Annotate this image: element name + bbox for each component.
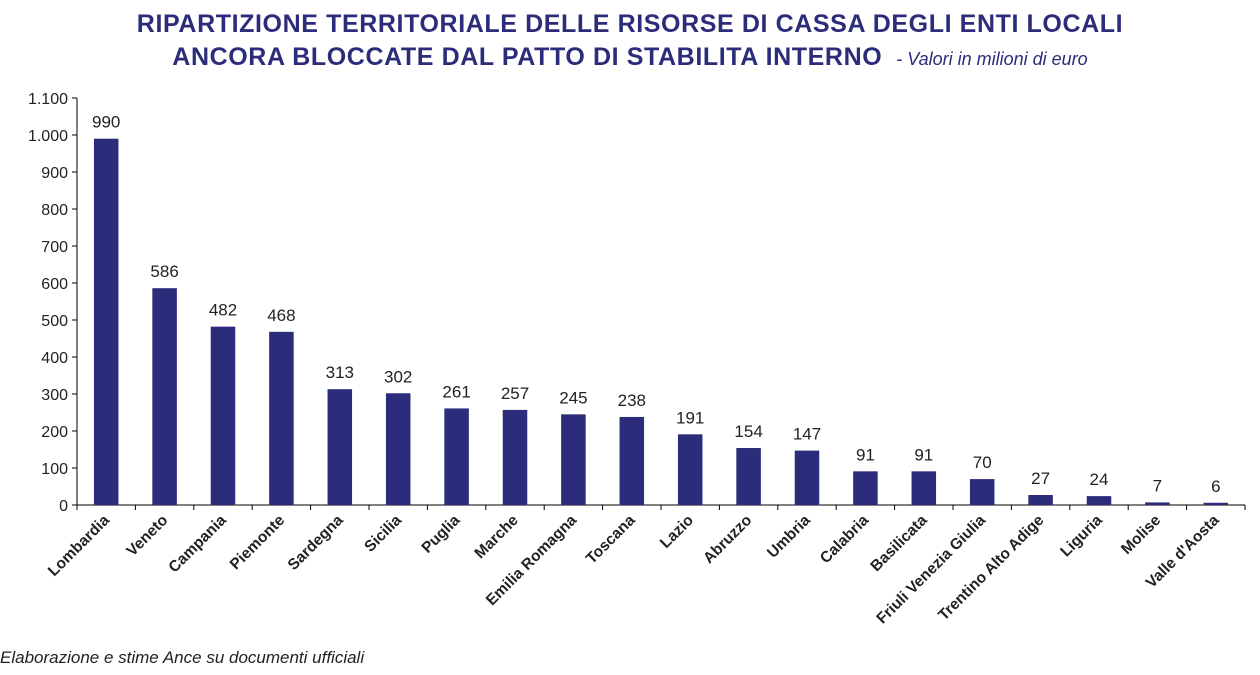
data-label: 91	[856, 445, 875, 464]
category-label: Umbria	[764, 512, 814, 562]
category-label: Sicilia	[361, 512, 405, 556]
bar-liguria	[1086, 496, 1112, 505]
bar-abruzzo	[736, 448, 761, 505]
bar-umbria	[794, 450, 820, 505]
bar-trentino-alto-adige	[1028, 495, 1053, 505]
bar-lombardia	[93, 138, 119, 505]
bar-molise	[1145, 502, 1170, 505]
y-tick-label: 700	[41, 239, 68, 256]
data-label: 70	[973, 453, 992, 472]
data-label: 302	[384, 367, 412, 386]
category-label: Puglia	[419, 512, 464, 557]
bar-marche	[502, 409, 528, 505]
category-label: Basilicata	[867, 512, 930, 575]
data-label: 468	[267, 306, 295, 325]
bar-sicilia	[385, 393, 411, 505]
category-label: Sardegna	[285, 512, 347, 574]
bar-campania	[210, 326, 236, 505]
data-label: 313	[326, 363, 354, 382]
category-label: Veneto	[123, 512, 171, 560]
bar-sardegna	[327, 389, 353, 505]
category-label: Friuli Venezia Giulia	[873, 512, 989, 628]
bar-piemonte	[269, 331, 294, 505]
data-label: 586	[150, 262, 178, 281]
data-label: 238	[618, 391, 646, 410]
category-label: Trentino Alto Adige	[935, 512, 1048, 625]
bar-valle-d-aosta	[1203, 502, 1229, 505]
y-tick-label: 0	[59, 498, 68, 515]
bar-friuli-venezia-giulia	[969, 479, 995, 505]
y-tick-label: 1.100	[28, 91, 68, 108]
category-label: Piemonte	[227, 512, 289, 574]
chart-title: RIPARTIZIONE TERRITORIALE DELLE RISORSE …	[136, 10, 1124, 38]
data-label: 24	[1090, 470, 1109, 489]
y-tick-label: 500	[41, 313, 68, 330]
y-tick-label: 600	[41, 276, 68, 293]
data-label: 7	[1153, 476, 1162, 495]
data-label: 990	[92, 113, 120, 132]
y-tick-label: 200	[41, 424, 68, 441]
data-label: 91	[914, 445, 933, 464]
chart-subtitle: - Valori in milioni di euro	[896, 49, 1088, 69]
source-note: Elaborazione e stime Ance su documenti u…	[0, 648, 365, 667]
data-label: 6	[1211, 477, 1220, 496]
chart-title-line2-text: ANCORA BLOCCATE DAL PATTO DI STABILITA I…	[172, 43, 883, 71]
category-label: Calabria	[817, 512, 873, 568]
data-label: 261	[442, 382, 470, 401]
data-label: 245	[559, 388, 587, 407]
bar-basilicata	[911, 471, 937, 505]
category-label: Marche	[471, 512, 522, 563]
y-tick-label: 400	[41, 350, 68, 367]
bar-emilia-romagna	[561, 414, 586, 505]
category-label: Molise	[1118, 512, 1164, 558]
data-label: 154	[734, 422, 762, 441]
category-label: Campania	[165, 512, 230, 577]
bar-veneto	[152, 288, 177, 505]
category-label: Abruzzo	[700, 512, 755, 567]
y-tick-label: 300	[41, 387, 68, 404]
data-label: 27	[1031, 469, 1050, 488]
bar-calabria	[853, 471, 878, 505]
category-label: Lombardia	[45, 512, 113, 580]
data-label: 257	[501, 384, 529, 403]
chart-title-line2: ANCORA BLOCCATE DAL PATTO DI STABILITA I…	[0, 43, 1260, 72]
data-label: 191	[676, 408, 704, 427]
y-tick-label: 1.000	[28, 128, 68, 145]
bar-lazio	[677, 434, 703, 505]
data-label: 482	[209, 301, 237, 320]
category-label: Toscana	[583, 512, 639, 568]
y-tick-label: 100	[41, 461, 68, 478]
y-tick-label: 800	[41, 202, 68, 219]
y-tick-label: 900	[41, 165, 68, 182]
category-label: Liguria	[1057, 512, 1106, 561]
bar-toscana	[619, 416, 645, 505]
data-label: 147	[793, 425, 821, 444]
category-label: Lazio	[657, 512, 697, 552]
bar-puglia	[444, 408, 469, 505]
